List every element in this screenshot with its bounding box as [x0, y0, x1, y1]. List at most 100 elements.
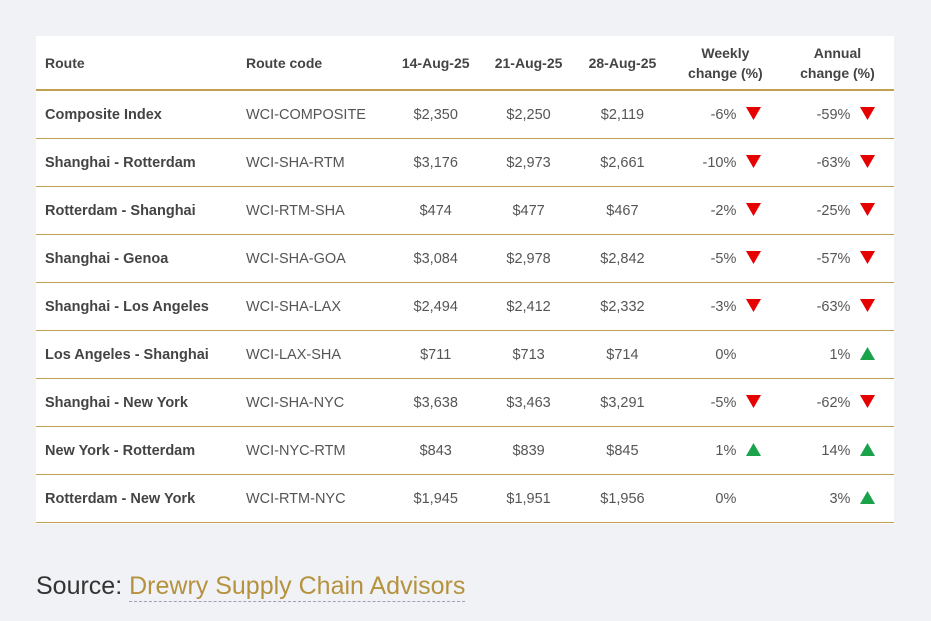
- header-route-code: Route code: [245, 36, 390, 91]
- cell-route-code: WCI-LAX-SHA: [245, 330, 390, 379]
- triangle-down-icon: [860, 203, 876, 217]
- wci-rate-table: Route Route code 14-Aug-25 21-Aug-25 28-…: [36, 36, 894, 523]
- cell-route: Composite Index: [36, 90, 246, 139]
- cell-weekly-change: -2%: [669, 186, 781, 235]
- weekly-change-value: 0%: [715, 346, 737, 363]
- cell-annual-change: -57%: [780, 234, 894, 283]
- cell-route-code: WCI-NYC-RTM: [245, 426, 390, 475]
- cell-date-3-value: $2,332: [575, 282, 670, 331]
- table-row: Shanghai - Los Angeles WCI-SHA-LAX $2,494 $…: [36, 282, 894, 331]
- weekly-change-value: -5%: [710, 250, 737, 267]
- weekly-change-value: -3%: [710, 298, 737, 315]
- triangle-down-icon: [746, 395, 762, 409]
- cell-date-1-value: $2,350: [389, 90, 483, 139]
- cell-route: Los Angeles - Shanghai: [36, 330, 246, 379]
- rate-table-card: Route Route code 14-Aug-25 21-Aug-25 28-…: [36, 36, 894, 524]
- cell-weekly-change: 0%: [669, 474, 781, 523]
- table-row: New York - Rotterdam WCI-NYC-RTM $843 $839 $…: [36, 426, 894, 475]
- source-link[interactable]: Drewry Supply Chain Advisors: [129, 572, 466, 602]
- annual-change-value: -25%: [816, 202, 851, 219]
- cell-route-code: WCI-SHA-RTM: [245, 138, 390, 187]
- cell-date-2-value: $2,412: [482, 282, 575, 331]
- header-date-1: 14-Aug-25: [389, 36, 483, 91]
- cell-annual-change: -59%: [780, 90, 894, 139]
- table-body: Composite Index WCI-COMPOSITE $2,350 $2,250…: [36, 90, 894, 523]
- cell-date-3-value: $467: [575, 186, 670, 235]
- weekly-change-value: -5%: [710, 394, 737, 411]
- annual-change-value: 3%: [829, 490, 851, 507]
- cell-date-1-value: $843: [389, 426, 483, 475]
- cell-weekly-change: -3%: [669, 282, 781, 331]
- annual-change-value: 1%: [829, 346, 851, 363]
- cell-weekly-change: 1%: [669, 426, 781, 475]
- weekly-change-value: 1%: [715, 442, 737, 459]
- table-row: Shanghai - Rotterdam WCI-SHA-RTM $3,176 $2,…: [36, 138, 894, 187]
- cell-date-1-value: $2,494: [389, 282, 483, 331]
- cell-date-1-value: $3,084: [389, 234, 483, 283]
- triangle-up-icon: [746, 443, 762, 457]
- triangle-up-icon: [860, 443, 876, 457]
- header-weekly-change: Weekly change (%): [669, 36, 781, 91]
- source-label: Source:: [36, 572, 123, 600]
- table-header-row: Route Route code 14-Aug-25 21-Aug-25 28-…: [36, 36, 894, 91]
- header-annual-line-1: Annual: [813, 44, 862, 61]
- cell-route: Shanghai - New York: [36, 378, 246, 427]
- table-row: Shanghai - New York WCI-SHA-NYC $3,638 $3,4…: [36, 378, 894, 427]
- cell-date-2-value: $1,951: [482, 474, 575, 523]
- cell-annual-change: -25%: [780, 186, 894, 235]
- cell-date-2-value: $839: [482, 426, 575, 475]
- cell-weekly-change: -6%: [669, 90, 781, 139]
- triangle-down-icon: [860, 155, 876, 169]
- cell-date-2-value: $3,463: [482, 378, 575, 427]
- header-date-2: 21-Aug-25: [482, 36, 575, 91]
- cell-route-code: WCI-RTM-SHA: [245, 186, 390, 235]
- cell-route: Rotterdam - New York: [36, 474, 246, 523]
- cell-date-3-value: $714: [575, 330, 670, 379]
- cell-weekly-change: -5%: [669, 378, 781, 427]
- triangle-down-icon: [860, 395, 876, 409]
- triangle-down-icon: [860, 251, 876, 265]
- header-weekly-line-1: Weekly: [701, 44, 750, 61]
- annual-change-value: -62%: [816, 394, 851, 411]
- cell-route: Shanghai - Rotterdam: [36, 138, 246, 187]
- triangle-down-icon: [746, 107, 762, 121]
- cell-date-2-value: $713: [482, 330, 575, 379]
- cell-date-2-value: $477: [482, 186, 575, 235]
- triangle-up-icon: [860, 347, 876, 361]
- table-row: Shanghai - Genoa WCI-SHA-GOA $3,084 $2,978 $…: [36, 234, 894, 283]
- triangle-up-icon: [860, 491, 876, 505]
- triangle-down-icon: [746, 203, 762, 217]
- weekly-change-value: 0%: [715, 490, 737, 507]
- cell-date-3-value: $2,661: [575, 138, 670, 187]
- triangle-down-icon: [860, 107, 876, 121]
- table-row: Composite Index WCI-COMPOSITE $2,350 $2,250…: [36, 90, 894, 139]
- cell-date-3-value: $1,956: [575, 474, 670, 523]
- cell-weekly-change: -5%: [669, 234, 781, 283]
- header-route: Route: [36, 36, 246, 91]
- cell-date-2-value: $2,978: [482, 234, 575, 283]
- cell-annual-change: 1%: [780, 330, 894, 379]
- cell-annual-change: -63%: [780, 282, 894, 331]
- cell-date-1-value: $3,176: [389, 138, 483, 187]
- table-row: Rotterdam - Shanghai WCI-RTM-SHA $474 $477 $…: [36, 186, 894, 235]
- table-row: Los Angeles - Shanghai WCI-LAX-SHA $711 $71…: [36, 330, 894, 379]
- cell-date-3-value: $2,842: [575, 234, 670, 283]
- annual-change-value: 14%: [821, 442, 851, 459]
- cell-date-3-value: $3,291: [575, 378, 670, 427]
- cell-date-2-value: $2,250: [482, 90, 575, 139]
- weekly-change-value: -2%: [710, 202, 737, 219]
- table-row: Rotterdam - New York WCI-RTM-NYC $1,945 $1,…: [36, 474, 894, 523]
- cell-route-code: WCI-RTM-NYC: [245, 474, 390, 523]
- header-date-3: 28-Aug-25: [575, 36, 670, 91]
- cell-route-code: WCI-COMPOSITE: [245, 90, 390, 139]
- annual-change-value: -59%: [816, 106, 851, 123]
- cell-route-code: WCI-SHA-GOA: [245, 234, 390, 283]
- cell-annual-change: 3%: [780, 474, 894, 523]
- cell-date-2-value: $2,973: [482, 138, 575, 187]
- cell-annual-change: -63%: [780, 138, 894, 187]
- cell-route: Shanghai - Los Angeles: [36, 282, 246, 331]
- weekly-change-value: -6%: [710, 106, 737, 123]
- source-line: Source: Drewry Supply Chain Advisors: [36, 572, 466, 602]
- cell-date-3-value: $2,119: [575, 90, 670, 139]
- triangle-down-icon: [746, 299, 762, 313]
